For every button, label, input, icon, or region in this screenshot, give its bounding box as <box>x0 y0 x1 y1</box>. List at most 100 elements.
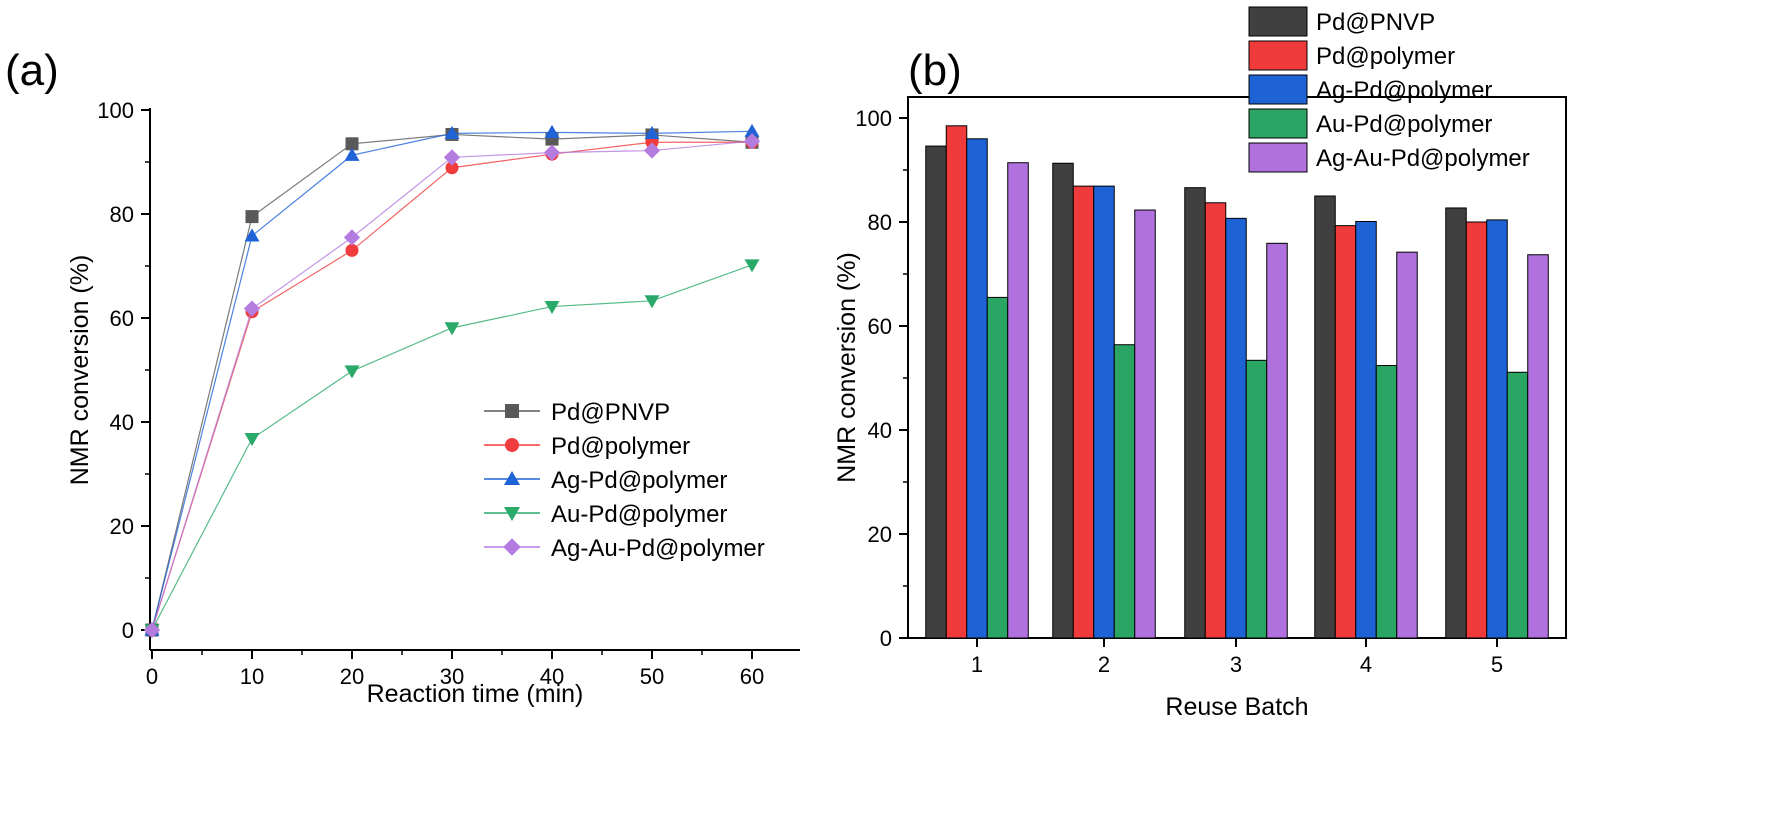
a-data-point <box>343 229 361 246</box>
a-x-tick-label: 10 <box>240 664 264 689</box>
b-bar-group <box>1052 162 1156 639</box>
panel-b-bar-chart: (b) 0 20 40 60 80 100 1 2 3 4 5 Reuse Batch NMR conv… <box>833 6 1567 721</box>
a-y-axis-label: NMR conversion (%) <box>66 255 94 486</box>
a-legend-label: Ag-Pd@polymer <box>551 467 727 494</box>
b-bar <box>966 138 988 639</box>
b-x-tick-label: 4 <box>1360 652 1372 677</box>
b-bar <box>1527 254 1549 639</box>
a-x-axis-label: Reaction time (min) <box>367 680 584 708</box>
panel-b-legend: Pd@PNVP Pd@polymer Ag-Pd@polymer Au-Pd@poly… <box>1248 6 1530 173</box>
b-bar-group <box>925 125 1029 639</box>
a-legend-marker <box>503 538 521 556</box>
b-bar-group <box>1314 195 1418 639</box>
b-bar <box>986 296 1009 639</box>
a-data-point <box>544 124 560 138</box>
a-data-point <box>543 144 561 161</box>
a-data-point <box>345 137 359 151</box>
b-bar <box>925 145 947 639</box>
b-bar <box>1396 251 1418 639</box>
b-legend-swatch <box>1248 6 1308 37</box>
a-legend-marker <box>503 506 521 522</box>
a-y-tick-label: 40 <box>110 410 134 435</box>
b-x-tick-label: 2 <box>1098 652 1110 677</box>
a-legend-marker <box>505 404 519 418</box>
b-legend-label: Ag-Pd@polymer <box>1316 77 1492 104</box>
b-bar <box>1093 185 1115 639</box>
a-data-point <box>444 322 460 336</box>
b-x-tick-label: 1 <box>971 652 983 677</box>
a-data-point <box>244 433 260 447</box>
a-y-tick-label: 0 <box>122 618 134 643</box>
b-y-tick-label: 100 <box>855 106 892 131</box>
a-x-tick-label: 40 <box>540 664 564 689</box>
b-bar <box>1375 365 1398 639</box>
a-data-point <box>643 142 661 159</box>
b-bar <box>1225 217 1247 639</box>
a-data-point <box>243 300 261 317</box>
b-legend-label: Ag-Au-Pd@polymer <box>1316 145 1530 172</box>
b-legend-swatch <box>1248 142 1308 173</box>
panel-a-legend: Pd@PNVP Pd@polymer Ag-Pd@polymer Au-Pd@poly… <box>484 399 765 562</box>
b-bar <box>1245 359 1268 639</box>
b-y-tick-label: 20 <box>868 522 892 547</box>
b-legend-label: Pd@PNVP <box>1316 9 1435 36</box>
a-y-tick-label: 60 <box>110 306 134 331</box>
a-data-point <box>245 210 259 224</box>
b-bar <box>1072 185 1095 639</box>
a-legend-label: Au-Pd@polymer <box>551 501 727 528</box>
b-bar <box>1355 220 1377 639</box>
a-x-tick-label: 30 <box>440 664 464 689</box>
b-bar <box>1204 202 1227 639</box>
a-x-tick-label: 20 <box>340 664 364 689</box>
a-legend-marker <box>503 470 521 486</box>
b-y-tick-label: 40 <box>868 418 892 443</box>
a-data-point <box>345 243 359 257</box>
panel-b-label: (b) <box>908 46 962 95</box>
a-x-tick-label: 60 <box>740 664 764 689</box>
a-data-point <box>445 161 459 175</box>
b-bar <box>1134 209 1156 639</box>
a-series-ag-pd-polymer <box>144 123 760 636</box>
b-legend-swatch <box>1248 40 1308 71</box>
b-bar <box>1266 242 1288 639</box>
b-bar <box>1314 195 1336 639</box>
a-data-point <box>244 228 260 242</box>
b-y-tick-label: 80 <box>868 210 892 235</box>
b-bar <box>1113 344 1136 639</box>
a-data-point <box>744 123 760 137</box>
b-bar <box>1486 219 1508 639</box>
b-y-tick-label: 60 <box>868 314 892 339</box>
b-y-axis-label: NMR conversion (%) <box>833 252 861 483</box>
b-x-tick-label: 3 <box>1230 652 1242 677</box>
b-bar <box>1007 162 1029 639</box>
a-y-tick-label: 100 <box>97 98 134 123</box>
a-data-point <box>143 621 161 639</box>
a-data-point <box>443 149 461 166</box>
a-legend-marker <box>505 438 519 452</box>
b-bar-group <box>1184 187 1288 639</box>
b-bar <box>1334 225 1357 639</box>
a-data-point <box>344 147 360 161</box>
a-legend-label: Ag-Au-Pd@polymer <box>551 535 765 562</box>
b-bar <box>1184 187 1206 639</box>
b-bar <box>945 125 968 639</box>
b-legend-swatch <box>1248 74 1308 105</box>
a-data-point <box>744 259 760 273</box>
b-bar <box>1445 207 1467 639</box>
a-legend-label: Pd@polymer <box>551 433 690 460</box>
b-legend-label: Au-Pd@polymer <box>1316 111 1492 138</box>
b-bar <box>1465 221 1488 639</box>
b-bar <box>1052 162 1074 639</box>
a-y-tick-label: 20 <box>110 514 134 539</box>
a-legend-label: Pd@PNVP <box>551 399 670 426</box>
b-bar <box>1506 371 1529 639</box>
a-y-tick-label: 80 <box>110 202 134 227</box>
b-bar-group <box>1445 207 1549 639</box>
b-legend-label: Pd@polymer <box>1316 43 1455 70</box>
panel-a-line-chart: (a) 0 20 40 60 80 100 0 10 20 30 40 50 60 Reaction ti… <box>5 46 800 708</box>
b-legend-swatch <box>1248 108 1308 139</box>
a-data-point <box>444 125 460 140</box>
a-x-tick-label: 0 <box>146 664 158 689</box>
a-data-point <box>344 365 360 379</box>
